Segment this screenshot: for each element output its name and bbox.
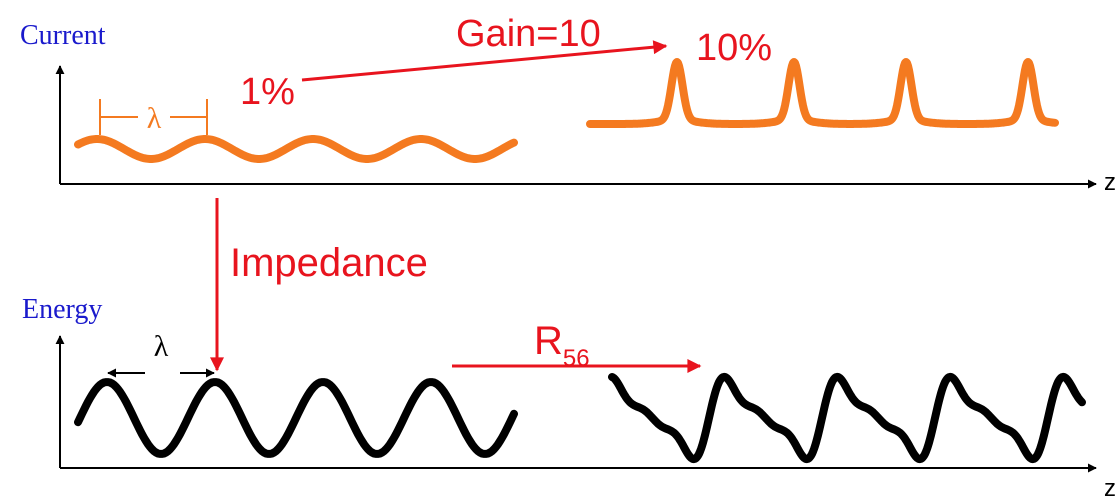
gain-arrow — [301, 40, 668, 82]
energy-sawtooth-wave-final — [608, 372, 1086, 464]
lambda-symbol-bottom: λ — [154, 330, 169, 363]
z-axis-label-bottom: z — [1104, 475, 1116, 498]
lambda-marker-top: λ — [99, 99, 208, 135]
r56-label-subscript: 56 — [563, 345, 590, 372]
r56-label-main: R — [534, 319, 563, 363]
current-spikes-wave-final — [586, 58, 1059, 128]
lambda-symbol-top: λ — [147, 102, 162, 135]
lambda-marker-bottom: λ — [107, 330, 215, 378]
energy-modulation-wave-initial — [74, 378, 518, 458]
impedance-label: Impedance — [230, 241, 428, 285]
current-modulation-wave-initial — [74, 135, 518, 163]
z-axis-label-top: z — [1104, 169, 1116, 196]
final-modulation-label: 10% — [696, 27, 772, 69]
initial-modulation-label: 1% — [240, 71, 295, 113]
current-axis-label: Current — [20, 20, 106, 51]
gain-label: Gain=10 — [456, 13, 601, 55]
r56-label: R56 — [534, 319, 590, 372]
energy-panel: Energy z λ R56 — [22, 294, 1116, 498]
energy-axis-label: Energy — [22, 294, 102, 325]
current-panel: Current z λ 1% Gain=10 10% — [20, 13, 1116, 196]
